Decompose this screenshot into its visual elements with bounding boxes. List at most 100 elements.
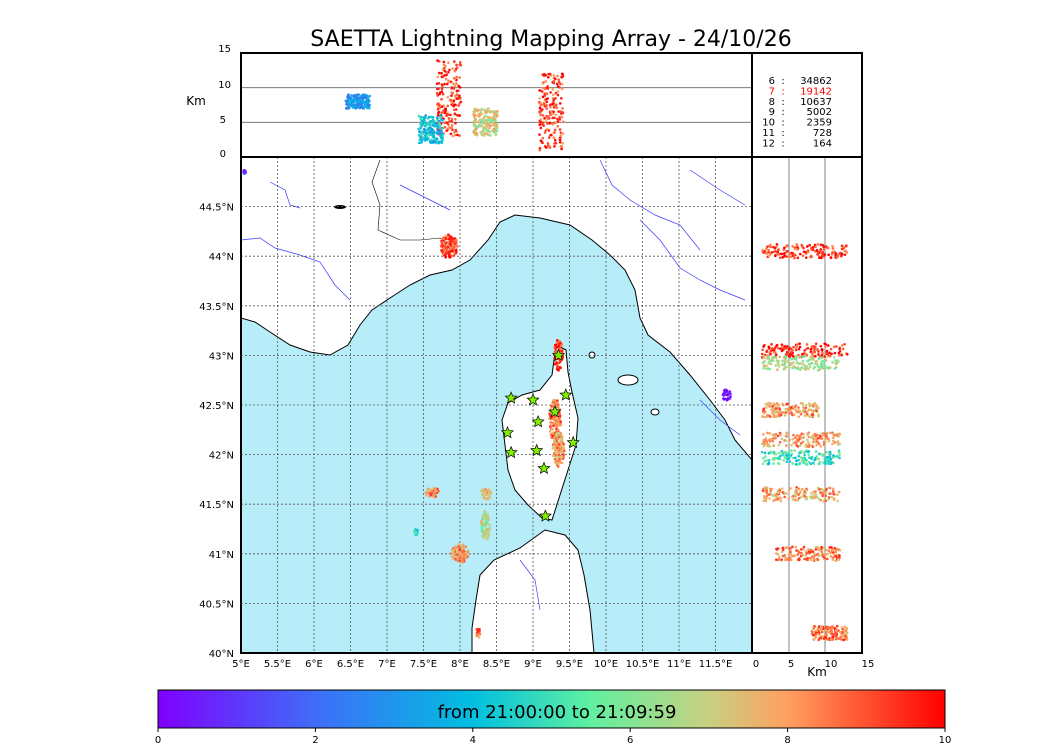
station-count-sep: : (781, 76, 784, 87)
lat-tick-label: 44°N (209, 252, 234, 263)
side-cluster (761, 242, 849, 260)
lat-tick-label: 44.5°N (199, 203, 234, 214)
lat-tick-label: 42.5°N (199, 401, 234, 412)
station-count-label: 11 (762, 128, 775, 139)
lightning-cluster (413, 527, 419, 537)
lon-tick-label: 5.5°E (264, 659, 291, 670)
station-count-value: 5002 (807, 107, 832, 118)
station-count-label: 12 (762, 138, 775, 149)
station-count-value: 19142 (800, 86, 832, 97)
side-axis-label: Km (807, 665, 827, 679)
lightning-cluster (480, 510, 492, 541)
lon-tick-label: 7.5°E (410, 659, 437, 670)
station-count-label: 6 (769, 76, 775, 87)
colorbar-tick-label: 2 (312, 735, 318, 746)
lat-tick-label: 43.5°N (199, 302, 234, 313)
lat-tick-label: 42°N (209, 451, 234, 462)
lightning-cluster (480, 487, 493, 501)
colorbar-label: from 21:00:00 to 21:09:59 (438, 702, 677, 723)
lon-tick-label: 6.5°E (337, 659, 364, 670)
lon-tick-label: 10.5°E (626, 659, 660, 670)
altitude-axis-label: Km (186, 94, 206, 108)
lightning-cluster (450, 542, 470, 565)
altitude-tick-5: 5 (220, 115, 226, 126)
station-count-sep: : (781, 138, 784, 149)
station-count-value: 10637 (800, 97, 832, 108)
lma-station-marker (548, 404, 562, 418)
lma-station-marker (504, 391, 518, 404)
altitude-tick-15: 15 (218, 44, 231, 55)
lat-tick-label: 40.5°N (199, 599, 234, 610)
lma-station-marker (530, 443, 544, 457)
corsica-island (501, 344, 579, 521)
colorbar-tick-label: 6 (627, 735, 633, 746)
lma-station-marker (538, 509, 552, 522)
side-cluster (760, 431, 842, 448)
station-count-value: 2359 (807, 118, 832, 129)
station-count-sep: : (781, 118, 784, 129)
colorbar-tick-label: 10 (939, 735, 952, 746)
station-count-value: 34862 (800, 76, 832, 87)
side-cluster (761, 486, 841, 503)
lightning-cluster (242, 169, 247, 175)
lma-station-marker (504, 445, 518, 459)
colorbar-gradient (157, 689, 946, 729)
altitude-tick-10: 10 (218, 80, 231, 91)
side-tick-5: 5 (788, 659, 794, 670)
lma-station-marker (500, 425, 515, 439)
altitude-tick-0: 0 (220, 149, 226, 160)
side-cluster (810, 624, 849, 642)
lightning-cluster (424, 486, 441, 499)
side-tick-10: 10 (825, 659, 838, 670)
lma-station-marker (551, 348, 566, 362)
lon-tick-label: 11°E (667, 659, 691, 670)
side-cluster (760, 449, 841, 466)
lon-tick-label: 8°E (451, 659, 469, 670)
side-tick-15: 15 (862, 659, 875, 670)
lon-tick-label: 11.5°E (699, 659, 733, 670)
station-count-label: 8 (769, 97, 775, 108)
station-count-value: 164 (813, 138, 832, 149)
station-count-value: 728 (813, 128, 832, 139)
lightning-cluster (721, 388, 732, 402)
station-count-sep: : (781, 86, 784, 97)
lma-station-marker (526, 393, 540, 406)
figure-title: SAETTA Lightning Mapping Array - 24/10/2… (310, 27, 791, 52)
lon-tick-label: 9°E (524, 659, 542, 670)
station-count-label: 10 (762, 118, 775, 129)
mainland-landmass (241, 157, 752, 461)
lma-station-marker (559, 388, 573, 401)
lon-tick-label: 5°E (232, 659, 250, 670)
altitude-cluster (344, 93, 371, 110)
lon-tick-label: 10°E (594, 659, 618, 670)
colorbar-tick-label: 0 (155, 735, 161, 746)
altitude-cluster (538, 72, 565, 152)
lightning-cluster (475, 627, 482, 639)
station-count-sep: : (781, 97, 784, 108)
side-cluster (760, 401, 820, 419)
lat-tick-label: 40°N (209, 649, 234, 660)
altitude-cluster (472, 107, 499, 137)
lightning-cluster (439, 233, 459, 259)
station-count-label: 7 (769, 86, 775, 97)
colorbar-tick-label: 8 (784, 735, 790, 746)
station-count-label: 9 (769, 107, 775, 118)
lon-tick-label: 8.5°E (483, 659, 510, 670)
side-tick-0: 0 (753, 659, 759, 670)
sardinia-island (471, 529, 595, 653)
lma-station-marker (566, 435, 580, 449)
altitude-cluster (417, 114, 445, 145)
lma-station-marker (531, 414, 545, 428)
station-count-sep: : (781, 128, 784, 139)
side-cluster (760, 342, 849, 359)
colorbar: from 21:00:00 to 21:09:59 0 2 4 6 8 10 (155, 689, 952, 746)
side-panel: 0 5 10 15 Km (751, 156, 875, 679)
lat-tick-label: 41°N (209, 550, 234, 561)
lon-tick-label: 7°E (378, 659, 396, 670)
lma-station-marker (537, 461, 551, 475)
lat-tick-label: 41.5°N (199, 500, 234, 511)
station-count-box: 6: 34862 7: 19142 8: 10637 9: 5002 10: 2359 11: 728… (751, 52, 863, 158)
lightning-cluster (551, 431, 566, 469)
lon-tick-label: 6°E (305, 659, 323, 670)
